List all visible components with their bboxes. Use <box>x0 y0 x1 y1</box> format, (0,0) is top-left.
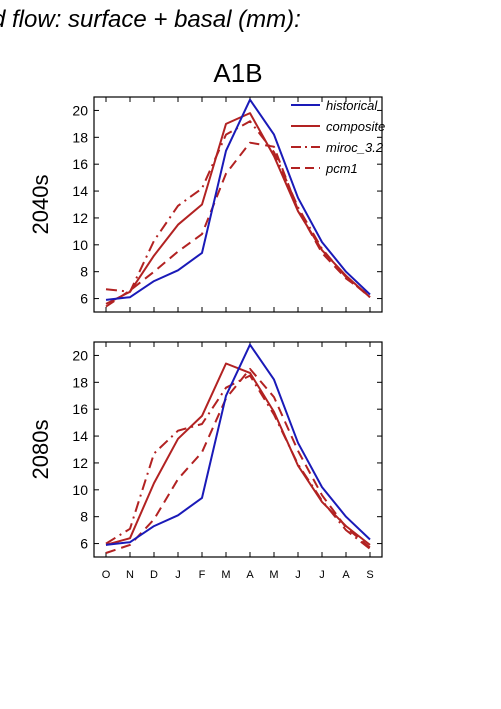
series-line-historical <box>105 98 371 301</box>
chart-panels: 6 8 10 12 14 16 18 20 2040s historical composite mi… <box>28 96 385 581</box>
scenario-title: A1B <box>213 58 262 88</box>
x-tick-label: A <box>246 569 254 581</box>
plot-frame <box>93 341 383 558</box>
chart-panel-2040s: 6 8 10 12 14 16 18 20 2040s historical composite mi… <box>28 96 385 313</box>
x-tick-label: J <box>175 569 181 581</box>
legend-label: historical <box>326 98 378 113</box>
x-tick-label: D <box>150 569 158 581</box>
y-tick-label: 20 <box>72 102 88 118</box>
x-tick-label: S <box>366 569 373 581</box>
series-line-pcm1 <box>105 141 371 308</box>
panel-label: 2080s <box>28 420 53 480</box>
y-tick-label: 16 <box>72 401 88 417</box>
y-tick-label: 10 <box>72 482 88 498</box>
x-tick-label: F <box>199 569 206 581</box>
legend-label: composite <box>326 119 385 134</box>
y-tick-label: 6 <box>80 291 88 307</box>
y-tick-label: 18 <box>72 129 88 145</box>
y-tick-label: 20 <box>72 347 88 363</box>
legend-label: miroc_3.2 <box>326 140 384 155</box>
y-tick-label: 18 <box>72 374 88 390</box>
series-line-pcm1 <box>105 367 371 554</box>
y-tick-label: 8 <box>80 264 88 280</box>
x-tick-label: J <box>295 569 301 581</box>
series-line-miroc-3-2 <box>105 120 371 298</box>
x-tick-label: M <box>269 569 278 581</box>
y-tick-label: 12 <box>72 210 88 226</box>
y-tick-label: 12 <box>72 455 88 471</box>
y-tick-label: 8 <box>80 509 88 525</box>
series-line-composite <box>105 362 371 546</box>
x-tick-label: M <box>221 569 230 581</box>
y-tick-label: 6 <box>80 536 88 552</box>
x-tick-label: A <box>342 569 350 581</box>
y-tick-label: 10 <box>72 237 88 253</box>
x-tick-label: O <box>102 569 111 581</box>
plot-frame <box>93 96 383 313</box>
x-tick-label: J <box>319 569 325 581</box>
series-line-miroc-3-2 <box>105 374 371 550</box>
series-line-historical <box>105 343 371 546</box>
y-tick-label: 16 <box>72 156 88 172</box>
y-tick-label: 14 <box>72 183 88 199</box>
panel-label: 2040s <box>28 175 53 235</box>
chart-panel-2080s: 6 8 10 12 14 16 18 20 O N D J F M A M J J A S 2080s <box>28 341 383 581</box>
legend-label: pcm1 <box>325 161 358 176</box>
legend: historical composite miroc_3.2 pcm1 <box>291 98 385 176</box>
y-tick-label: 14 <box>72 428 88 444</box>
figure-header-title: d flow: surface + basal (mm): <box>0 6 301 33</box>
x-tick-label: N <box>126 569 134 581</box>
